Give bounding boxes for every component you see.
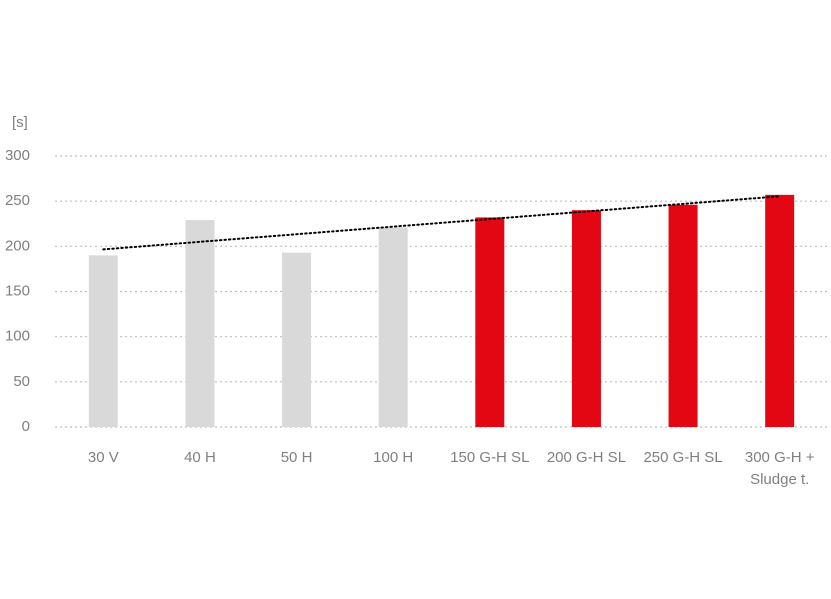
bar xyxy=(282,252,312,427)
x-tick-label: 40 H xyxy=(184,449,216,466)
y-tick-label: 100 xyxy=(5,328,30,345)
y-tick-label: 200 xyxy=(5,237,30,254)
y-tick-label: 300 xyxy=(5,147,30,164)
bar xyxy=(571,210,601,427)
bar xyxy=(185,220,215,427)
bar xyxy=(668,204,698,427)
y-tick-label: 0 xyxy=(22,418,30,435)
bar xyxy=(88,255,118,427)
x-tick-label: 300 G-H + Sludge t. xyxy=(745,449,815,488)
x-tick-label: 30 V xyxy=(88,449,119,466)
y-tick-label: 250 xyxy=(5,192,30,209)
x-tick-label: 50 H xyxy=(281,449,313,466)
x-tick-label: 100 H xyxy=(373,449,413,466)
x-tick-label: 200 G-H SL xyxy=(547,449,626,466)
x-tick-label: 250 G-H SL xyxy=(643,449,722,466)
bar xyxy=(475,217,505,427)
y-axis-label: [s] xyxy=(12,114,28,131)
bar xyxy=(378,227,408,427)
bar xyxy=(765,194,795,427)
trendline xyxy=(102,195,781,251)
x-tick-label: 150 G-H SL xyxy=(450,449,529,466)
y-tick-label: 150 xyxy=(5,282,30,299)
y-tick-label: 50 xyxy=(13,373,30,390)
